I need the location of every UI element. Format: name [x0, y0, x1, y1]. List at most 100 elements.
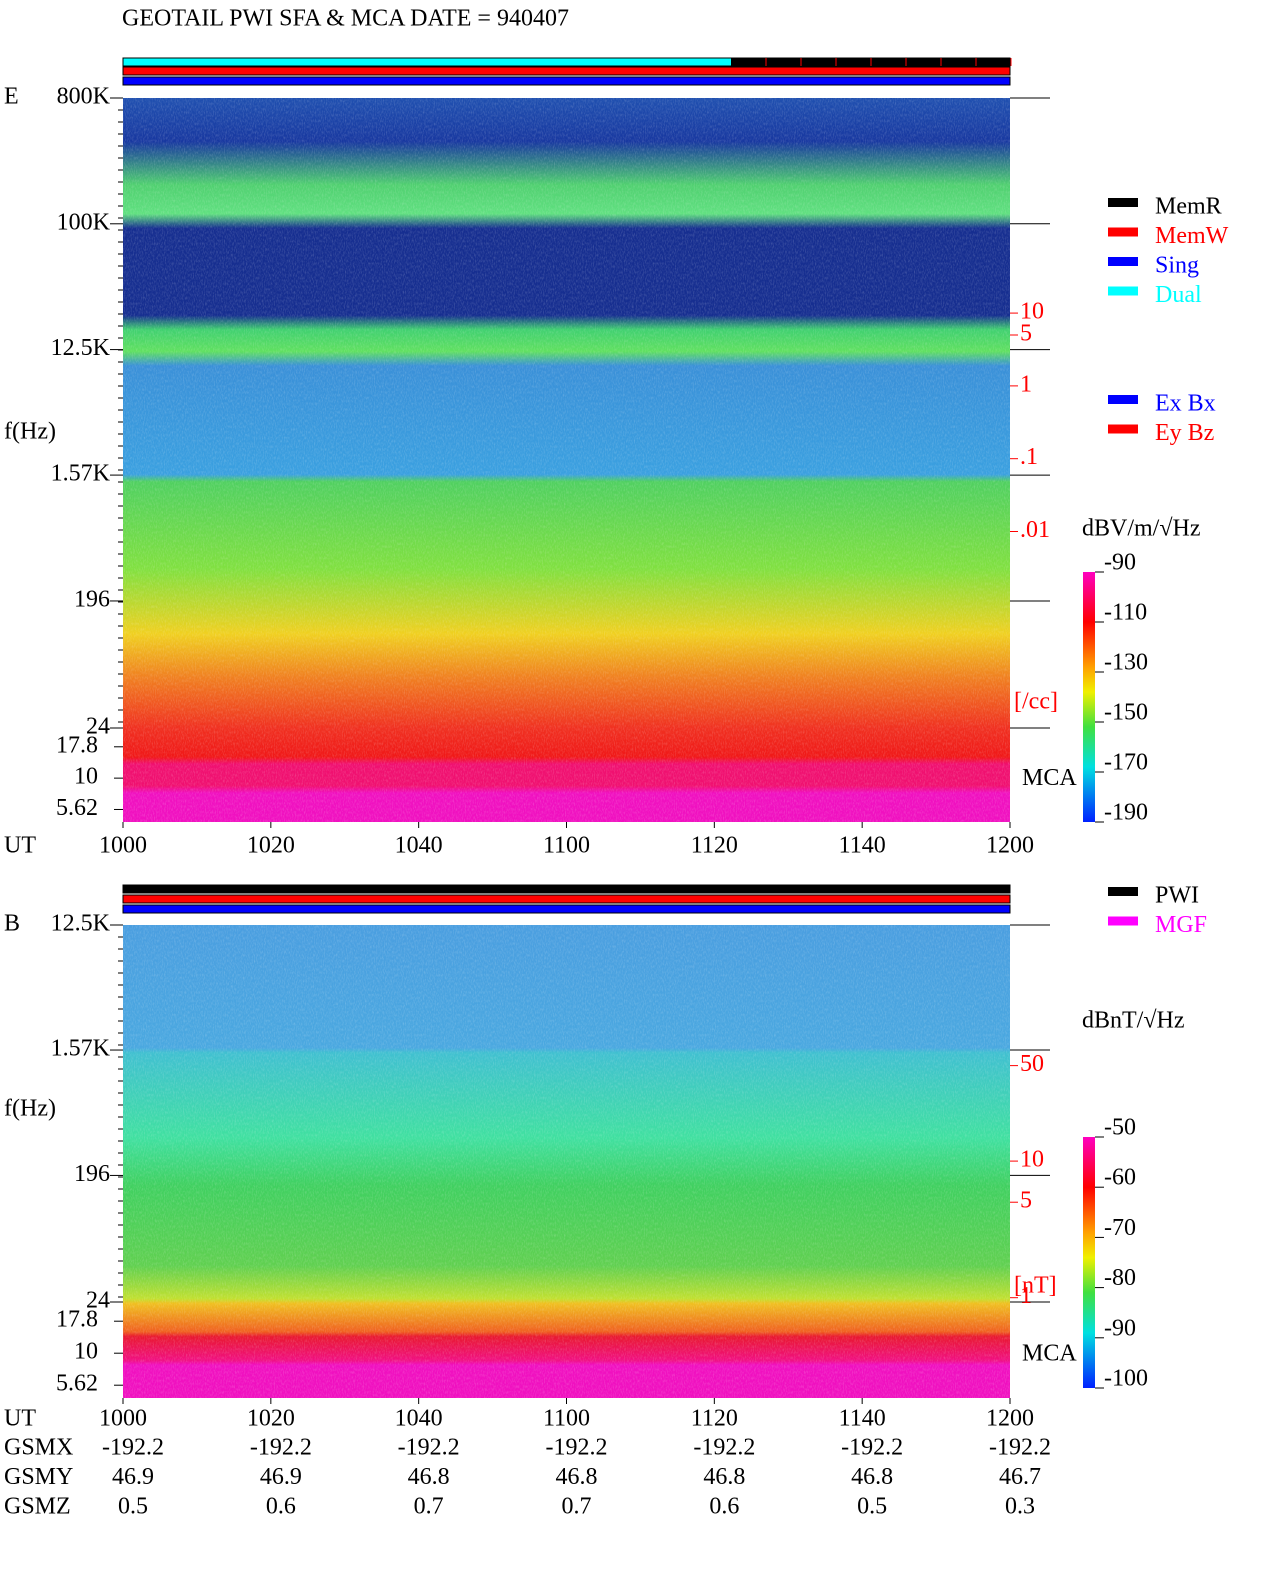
x-tick-label: 1100: [543, 1406, 590, 1432]
x-axis-label: UT: [4, 1406, 36, 1432]
mca-channel-label: 10: [74, 1339, 98, 1365]
y-tick-label: 24: [86, 714, 110, 740]
y-tick-label: 1.57K: [51, 461, 111, 487]
x-tick-label: 1200: [986, 1406, 1034, 1432]
legend-swatch: [1108, 227, 1138, 237]
y2-axis-label: [nT]: [1014, 1273, 1057, 1299]
x-tick-label: 1120: [691, 1406, 738, 1432]
colorbar-tick-label: -70: [1104, 1215, 1136, 1241]
legend-label: PWI: [1155, 883, 1199, 909]
y-tick-label: 196: [74, 586, 110, 612]
orbit-value: 46.8: [408, 1464, 450, 1490]
status-bar: [122, 904, 1011, 914]
mca-channel-label: 5.62: [56, 1371, 98, 1397]
x-tick-label: 1140: [839, 833, 886, 859]
orbit-value: -192.2: [398, 1435, 460, 1461]
legend-swatch: [1108, 198, 1138, 207]
mca-channel-label: 17.8: [56, 1307, 98, 1333]
orbit-value: 46.9: [260, 1464, 302, 1490]
x-tick-label: 1020: [247, 833, 295, 859]
mca-channel-label: 10: [74, 764, 98, 790]
y2-tick-label: 5: [1020, 321, 1032, 347]
y-axis-label: f(Hz): [4, 1096, 56, 1122]
legend-label: Dual: [1155, 282, 1202, 308]
x-tick-label: 1000: [99, 1406, 147, 1432]
figure-title: GEOTAIL PWI SFA & MCA DATE = 940407: [122, 6, 569, 32]
colorbar: [1083, 1137, 1095, 1388]
y-tick-label: 24: [86, 1288, 110, 1314]
x-tick-label: 1020: [247, 1406, 295, 1432]
y-tick-label: 196: [74, 1161, 110, 1187]
orbit-value: -192.2: [693, 1435, 755, 1461]
colorbar-tick-label: -60: [1104, 1165, 1136, 1191]
legend-swatch: [1108, 286, 1138, 296]
mca-label: MCA: [1022, 1340, 1077, 1366]
colorbar-label: dBV/m/√Hz: [1082, 516, 1201, 542]
colorbar-tick-label: -150: [1104, 700, 1148, 726]
orbit-value: 46.8: [851, 1464, 893, 1490]
x-tick-label: 1120: [691, 833, 738, 859]
legend-swatch: [1108, 916, 1138, 926]
mca-channel-label: 5.62: [56, 795, 98, 821]
orbit-value: 46.7: [999, 1464, 1041, 1490]
y2-tick-label: .01: [1020, 517, 1050, 543]
orbit-value: -192.2: [989, 1435, 1051, 1461]
orbit-label: GSMX: [4, 1435, 73, 1461]
legend-label: Ex Bx: [1155, 391, 1216, 417]
x-tick-label: 1040: [395, 833, 443, 859]
y2-tick-label: 10: [1020, 1147, 1044, 1173]
orbit-value: 0.6: [709, 1494, 739, 1520]
colorbar-tick-label: -110: [1104, 600, 1147, 626]
colorbar-tick-label: -100: [1104, 1366, 1148, 1392]
orbit-value: 46.9: [112, 1464, 154, 1490]
colorbar-tick-label: -130: [1104, 650, 1148, 676]
orbit-value: -192.2: [841, 1435, 903, 1461]
orbit-value: 0.7: [414, 1494, 444, 1520]
y-tick-label: 800K: [57, 84, 111, 110]
colorbar-tick-label: -190: [1104, 800, 1148, 826]
x-axis-label: UT: [4, 833, 36, 859]
orbit-value: -192.2: [250, 1435, 312, 1461]
colorbar-tick-label: -80: [1104, 1265, 1136, 1291]
colorbar-tick-label: -50: [1104, 1115, 1136, 1141]
y-axis-label: f(Hz): [4, 419, 56, 445]
y2-tick-label: 1: [1020, 371, 1032, 397]
orbit-value: -192.2: [546, 1435, 608, 1461]
y2-tick-label: 5: [1020, 1188, 1032, 1214]
legend-label: MemR: [1155, 194, 1222, 220]
legend-swatch: [1108, 395, 1138, 404]
status-bar: [122, 76, 1011, 86]
status-bar: [122, 66, 1011, 76]
y2-tick-label: 50: [1020, 1051, 1044, 1077]
legend-label: Sing: [1155, 253, 1199, 279]
orbit-value: 0.6: [266, 1494, 296, 1520]
legend-label: Ey Bz: [1155, 420, 1214, 446]
legend-swatch: [1108, 424, 1138, 434]
y2-tick-label: .1: [1020, 444, 1038, 470]
spectrogram-texture: [123, 925, 1010, 1398]
orbit-value: 0.7: [562, 1494, 592, 1520]
panel-label: E: [4, 84, 19, 110]
panel-label: B: [4, 911, 20, 937]
colorbar-tick-label: -90: [1104, 1315, 1136, 1341]
status-bar: [122, 894, 1011, 904]
y2-tick-label: 10: [1020, 299, 1044, 325]
y2-axis-label: [/cc]: [1014, 689, 1058, 715]
spectrogram-texture: [123, 98, 1010, 822]
legend-label: MGF: [1155, 912, 1207, 938]
legend-swatch: [1108, 257, 1138, 266]
orbit-value: -192.2: [102, 1435, 164, 1461]
y-tick-label: 12.5K: [51, 335, 111, 361]
orbit-label: GSMZ: [4, 1494, 71, 1520]
colorbar-label: dBnT/√Hz: [1082, 1008, 1185, 1034]
y-tick-label: 12.5K: [51, 911, 111, 937]
legend-swatch: [1108, 887, 1138, 896]
colorbar-tick-label: -90: [1104, 550, 1136, 576]
colorbar: [1083, 572, 1095, 822]
x-tick-label: 1140: [839, 1406, 886, 1432]
y-tick-label: 100K: [57, 209, 111, 235]
colorbar-tick-label: -170: [1104, 750, 1148, 776]
x-tick-label: 1200: [986, 833, 1034, 859]
orbit-value: 0.5: [118, 1494, 148, 1520]
